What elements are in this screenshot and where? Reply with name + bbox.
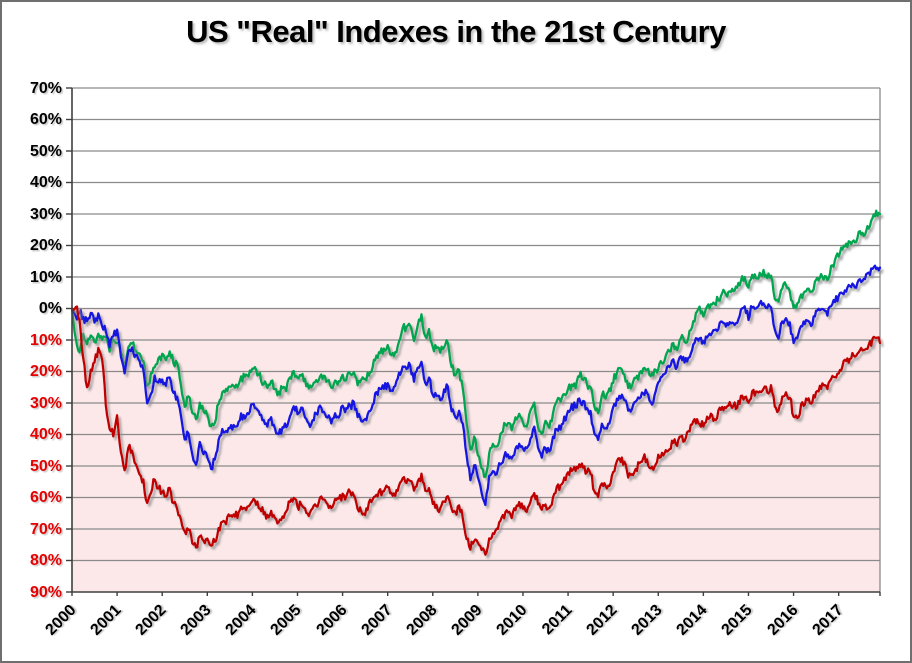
y-axis-tick-label: 50% (29, 142, 62, 160)
chart-title: US "Real" Indexes in the 21st Century (186, 14, 726, 49)
series-line-green (70, 209, 882, 478)
y-axis-tick-label: 60% (29, 489, 62, 506)
y-axis-tick-label: 70% (29, 79, 62, 97)
y-axis-tick-label: 10% (29, 331, 62, 349)
y-axis-tick-label: 90% (29, 583, 62, 601)
y-axis-tick-label: 50% (29, 457, 62, 475)
y-axis-tick-label: 40% (29, 174, 62, 191)
y-axis-tick-label: 80% (29, 552, 62, 569)
y-axis-tick-label: 60% (29, 111, 62, 128)
series-line-red (70, 305, 882, 556)
y-axis-tick-label: 30% (29, 205, 62, 223)
x-axis-ticks (71, 592, 881, 596)
series-lines (70, 209, 882, 556)
y-axis-tick-label: 10% (29, 268, 62, 286)
y-axis-tick-label: 70% (29, 520, 62, 538)
y-axis-tick-label: 30% (29, 394, 62, 412)
series-line-blue (70, 264, 882, 507)
y-axis-tick-label: 20% (29, 363, 62, 380)
y-axis-ticks (66, 87, 72, 593)
y-axis-tick-label: 40% (29, 426, 62, 443)
y-axis-tick-label: 0% (38, 300, 62, 317)
y-axis-tick-label: 20% (29, 237, 62, 254)
